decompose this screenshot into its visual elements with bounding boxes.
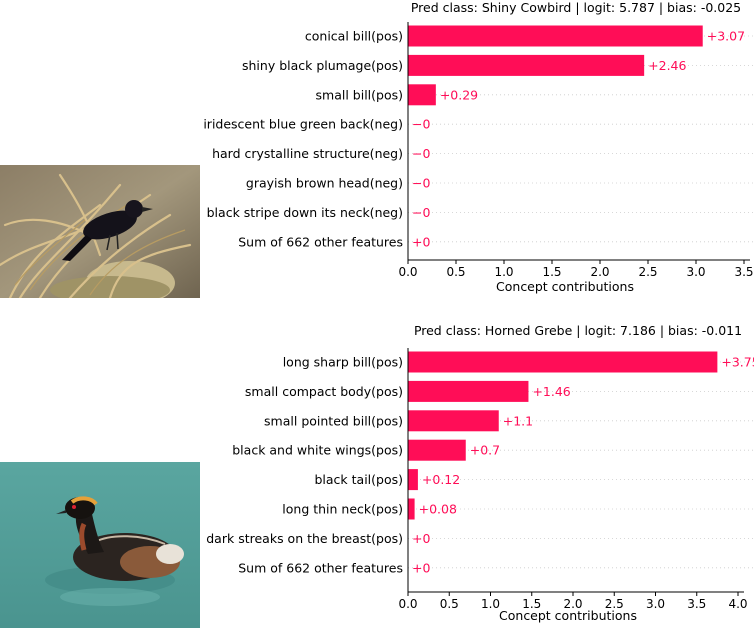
x-tick-label: 3.0 <box>646 597 665 611</box>
x-tick-label: 4.0 <box>728 597 747 611</box>
bar-long-sharp-bill-pos <box>408 351 718 373</box>
category-label: small pointed bill(pos) <box>264 413 403 428</box>
value-label: +0 <box>412 531 430 546</box>
bar-black-and-white-wings-pos <box>408 439 466 461</box>
category-label: dark streaks on the breast(pos) <box>206 531 403 546</box>
x-tick-label: 0.5 <box>440 597 459 611</box>
category-label: long sharp bill(pos) <box>283 355 403 370</box>
category-label: Sum of 662 other features <box>238 560 403 575</box>
bar-small-bill-pos <box>408 84 436 106</box>
horned-grebe-contribution-chart: Pred class: Horned Grebe | logit: 7.186 … <box>206 323 754 623</box>
value-label: +1.46 <box>532 384 570 399</box>
shiny-cowbird-photo <box>0 165 200 298</box>
category-label: iridescent blue green back(neg) <box>203 117 403 132</box>
category-label: grayish brown head(neg) <box>246 176 403 191</box>
x-axis-label: Concept contributions <box>499 608 637 623</box>
value-label: +0.7 <box>470 443 500 458</box>
value-label: +3.07 <box>707 29 745 44</box>
x-tick-label: 1.5 <box>542 265 561 279</box>
category-label: Sum of 662 other features <box>238 234 403 249</box>
x-tick-label: 3.0 <box>686 265 705 279</box>
x-tick-label: 2.0 <box>563 597 582 611</box>
bar-shiny-black-plumage-pos <box>408 54 645 76</box>
category-label: black stripe down its neck(neg) <box>207 205 403 220</box>
value-label: +1.1 <box>503 413 533 428</box>
category-label: small bill(pos) <box>316 87 403 102</box>
value-label: −0 <box>412 176 430 191</box>
value-label: +0.08 <box>419 502 457 517</box>
value-label: +0.12 <box>422 472 460 487</box>
x-axis-label: Concept contributions <box>496 279 634 294</box>
value-label: +3.75 <box>721 355 754 370</box>
category-label: small compact body(pos) <box>245 384 403 399</box>
category-label: hard crystalline structure(neg) <box>212 146 403 161</box>
category-label: black and white wings(pos) <box>232 443 403 458</box>
x-tick-label: 2.5 <box>605 597 624 611</box>
bar-small-compact-body-pos <box>408 380 529 402</box>
value-label: +0.29 <box>440 87 478 102</box>
chart-title: Pred class: Shiny Cowbird | logit: 5.787… <box>411 0 741 15</box>
value-label: −0 <box>412 117 430 132</box>
x-tick-label: 2.0 <box>590 265 609 279</box>
shiny-cowbird-contribution-chart: Pred class: Shiny Cowbird | logit: 5.787… <box>203 0 754 294</box>
x-tick-label: 1.0 <box>494 265 513 279</box>
category-label: shiny black plumage(pos) <box>242 58 403 73</box>
x-tick-label: 2.5 <box>638 265 657 279</box>
bar-small-pointed-bill-pos <box>408 410 499 432</box>
x-tick-label: 1.0 <box>481 597 500 611</box>
category-label: long thin neck(pos) <box>282 502 403 517</box>
chart-title: Pred class: Horned Grebe | logit: 7.186 … <box>414 323 742 338</box>
bar-long-thin-neck-pos <box>408 498 415 520</box>
value-label: +0 <box>412 234 430 249</box>
x-tick-label: 1.5 <box>522 597 541 611</box>
x-tick-label: 0.0 <box>398 265 417 279</box>
x-tick-label: 3.5 <box>687 597 706 611</box>
x-tick-label: 0.5 <box>446 265 465 279</box>
bar-conical-bill-pos <box>408 25 703 47</box>
value-label: −0 <box>412 205 430 220</box>
bar-black-tail-pos <box>408 469 418 491</box>
value-label: +2.46 <box>648 58 686 73</box>
horned-grebe-photo <box>0 462 200 628</box>
category-label: black tail(pos) <box>314 472 403 487</box>
category-label: conical bill(pos) <box>305 29 403 44</box>
x-tick-label: 3.5 <box>734 265 753 279</box>
value-label: −0 <box>412 146 430 161</box>
x-tick-label: 0.0 <box>398 597 417 611</box>
value-label: +0 <box>412 560 430 575</box>
